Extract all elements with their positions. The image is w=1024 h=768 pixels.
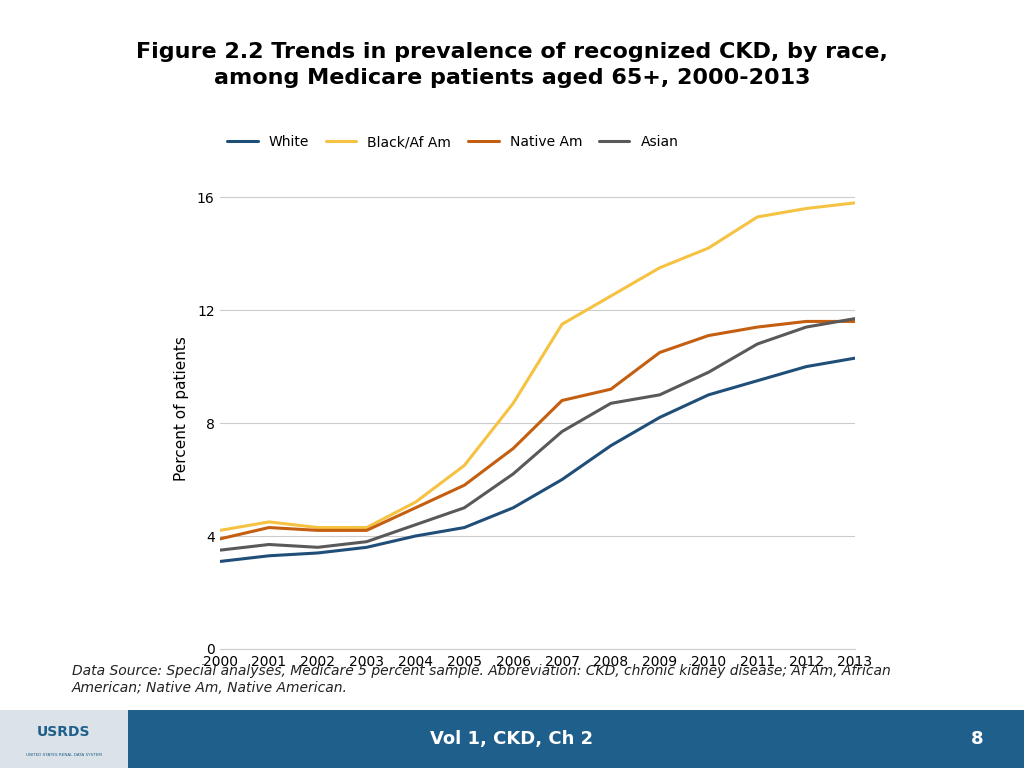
Text: Figure 2.2 Trends in prevalence of recognized CKD, by race,
among Medicare patie: Figure 2.2 Trends in prevalence of recog… — [136, 42, 888, 88]
Black/Af Am — [800, 204, 812, 213]
Asian — [849, 314, 861, 323]
Black/Af Am — [360, 523, 373, 532]
Black/Af Am — [214, 526, 226, 535]
Native Am — [556, 396, 568, 405]
Black/Af Am — [507, 399, 519, 408]
Text: USRDS: USRDS — [37, 725, 91, 740]
Text: UNITED STATES RENAL DATA SYSTEM: UNITED STATES RENAL DATA SYSTEM — [26, 753, 102, 757]
Asian — [556, 427, 568, 436]
Native Am — [458, 481, 470, 490]
Asian — [214, 545, 226, 554]
Asian — [263, 540, 275, 549]
Asian — [458, 503, 470, 512]
Asian — [653, 390, 666, 399]
Native Am — [653, 348, 666, 357]
Native Am — [752, 323, 764, 332]
White — [702, 390, 715, 399]
Native Am — [849, 317, 861, 326]
Asian — [360, 537, 373, 546]
Native Am — [263, 523, 275, 532]
White — [800, 362, 812, 371]
Native Am — [311, 526, 324, 535]
White — [507, 503, 519, 512]
Line: Native Am: Native Am — [220, 322, 855, 539]
White — [360, 543, 373, 552]
Black/Af Am — [311, 523, 324, 532]
Black/Af Am — [605, 291, 617, 300]
White — [311, 548, 324, 558]
Line: Asian: Asian — [220, 319, 855, 550]
White — [556, 475, 568, 484]
Black/Af Am — [263, 518, 275, 527]
White — [653, 413, 666, 422]
White — [214, 557, 226, 566]
Black/Af Am — [410, 498, 422, 507]
Text: Vol 1, CKD, Ch 2: Vol 1, CKD, Ch 2 — [430, 730, 594, 748]
White — [849, 353, 861, 362]
Native Am — [360, 526, 373, 535]
Y-axis label: Percent of patients: Percent of patients — [173, 336, 188, 482]
Line: White: White — [220, 358, 855, 561]
Native Am — [702, 331, 715, 340]
Text: Data Source: Special analyses, Medicare 5 percent sample. Abbreviation: CKD, chr: Data Source: Special analyses, Medicare … — [72, 664, 891, 694]
Native Am — [214, 535, 226, 544]
White — [458, 523, 470, 532]
Asian — [752, 339, 764, 349]
Black/Af Am — [849, 198, 861, 207]
Native Am — [507, 444, 519, 453]
Asian — [800, 323, 812, 332]
Black/Af Am — [752, 213, 764, 222]
Black/Af Am — [653, 263, 666, 273]
Legend: White, Black/Af Am, Native Am, Asian: White, Black/Af Am, Native Am, Asian — [227, 135, 678, 149]
Native Am — [800, 317, 812, 326]
Asian — [410, 520, 422, 529]
White — [752, 376, 764, 386]
Bar — [0, 710, 128, 768]
Text: 8: 8 — [971, 730, 983, 748]
White — [605, 441, 617, 450]
Black/Af Am — [556, 319, 568, 329]
Asian — [605, 399, 617, 408]
Asian — [507, 469, 519, 478]
Line: Black/Af Am: Black/Af Am — [220, 203, 855, 531]
Asian — [311, 543, 324, 552]
Native Am — [605, 385, 617, 394]
Black/Af Am — [702, 243, 715, 253]
Native Am — [410, 503, 422, 512]
White — [410, 531, 422, 541]
Black/Af Am — [458, 461, 470, 470]
Asian — [702, 368, 715, 377]
White — [263, 551, 275, 561]
